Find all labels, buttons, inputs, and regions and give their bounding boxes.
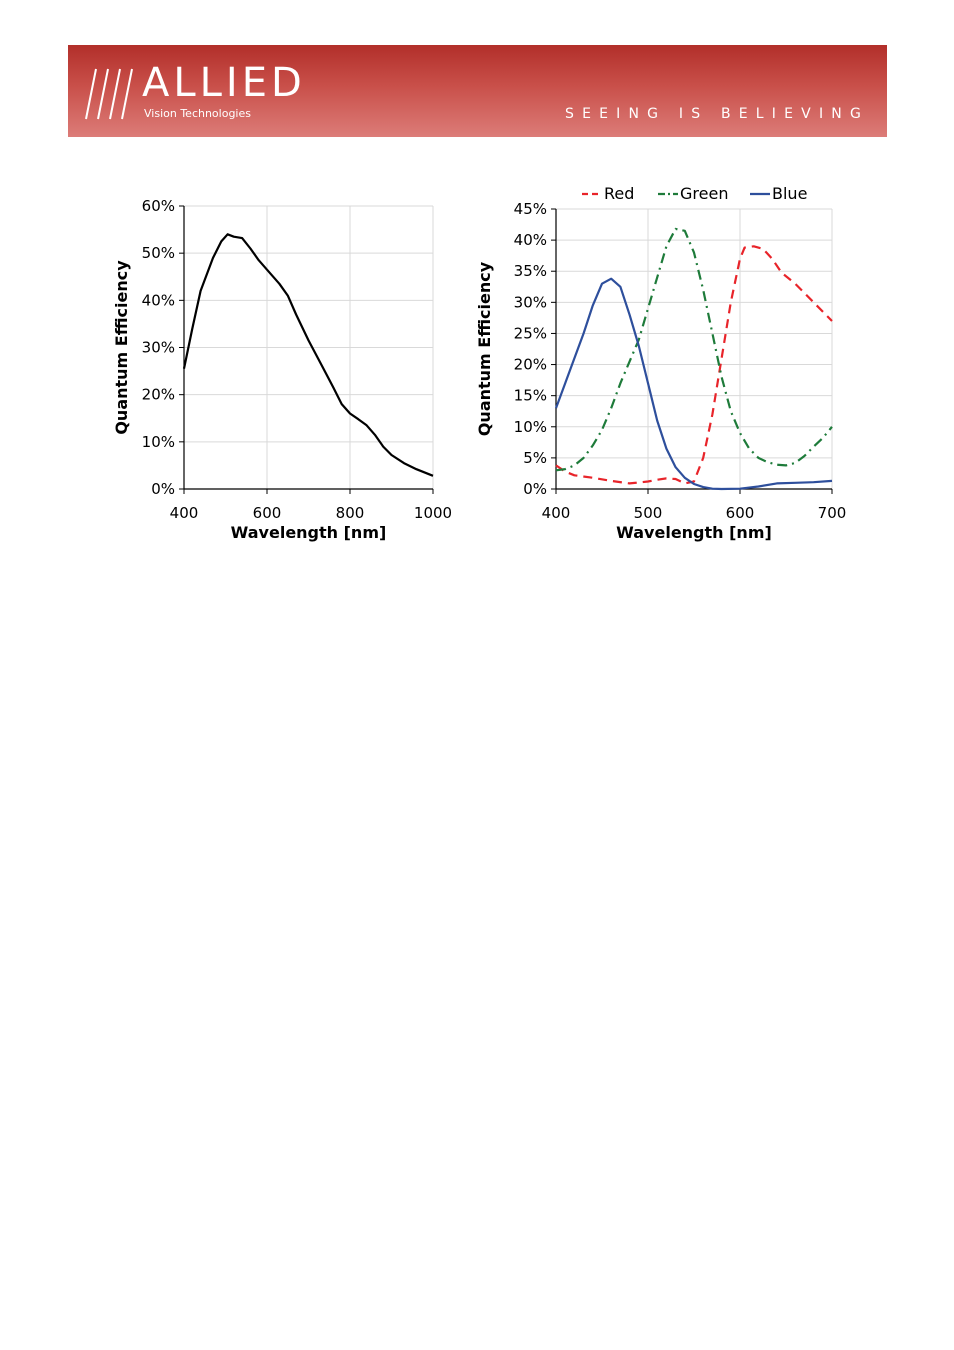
tagline: SEEING IS BELIEVING xyxy=(565,106,869,122)
chart2-y-axis-label: Quantum Efficiency xyxy=(475,261,494,436)
header-banner: ALLIED Vision Technologies SEEING IS BEL… xyxy=(68,45,887,137)
y-tick-label: 30% xyxy=(142,339,175,357)
y-tick-label: 25% xyxy=(514,324,547,342)
y-tick-label: 0% xyxy=(151,480,175,498)
chart1-series xyxy=(182,233,434,477)
y-tick-label: 10% xyxy=(142,433,175,451)
allied-slashes-logo-icon xyxy=(85,68,133,120)
chart1-axes xyxy=(179,205,434,494)
logo-subtext: Vision Technologies xyxy=(144,107,251,120)
x-tick-label: 600 xyxy=(726,504,755,522)
chart2-x-axis-label: Wavelength [nm] xyxy=(616,523,772,542)
chart1-y-axis-label: Quantum Efficiency xyxy=(112,260,131,435)
y-tick-label: 60% xyxy=(142,197,175,215)
chart1-x-tick-labels: 400 600 800 1000 xyxy=(170,504,452,522)
y-tick-label: 20% xyxy=(514,356,547,374)
y-tick-label: 20% xyxy=(142,386,175,404)
color-qe-chart: Red Green Blue 0% 5% 10% 15% 20% 25% 30% 35% 40% 45… xyxy=(475,184,847,542)
y-tick-label: 0% xyxy=(523,480,547,498)
y-tick-label: 5% xyxy=(523,449,547,467)
chart2-y-tick-labels: 0% 5% 10% 15% 20% 25% 30% 35% 40% 45% xyxy=(514,200,547,498)
y-tick-label: 40% xyxy=(142,291,175,309)
logo-text: ALLIED xyxy=(142,60,306,106)
x-tick-label: 600 xyxy=(253,504,282,522)
chart2-gridlines xyxy=(556,208,833,489)
chart2-x-tick-labels: 400 500 600 700 xyxy=(542,504,847,522)
y-tick-label: 10% xyxy=(514,418,547,436)
legend-label-blue: Blue xyxy=(772,184,807,203)
mono-qe-chart: 0% 10% 20% 30% 40% 50% 60% 400 600 800 1000 Wavel… xyxy=(112,197,452,542)
y-tick-label: 45% xyxy=(514,200,547,218)
y-tick-label: 30% xyxy=(514,293,547,311)
x-tick-label: 800 xyxy=(336,504,365,522)
company-logo[interactable]: ALLIED Vision Technologies xyxy=(82,59,322,125)
series-line-green xyxy=(555,227,833,472)
x-tick-label: 700 xyxy=(818,504,847,522)
legend-label-red: Red xyxy=(604,184,634,203)
series-line-qe xyxy=(182,233,434,477)
chart2-axes xyxy=(551,208,833,494)
y-tick-label: 35% xyxy=(514,262,547,280)
chart1-gridlines xyxy=(184,205,434,489)
chart1-y-tick-labels: 0% 10% 20% 30% 40% 50% 60% xyxy=(142,197,175,498)
chart2-legend: Red Green Blue xyxy=(582,184,807,203)
series-line-red xyxy=(555,245,833,485)
x-tick-label: 1000 xyxy=(414,504,452,522)
y-tick-label: 40% xyxy=(514,231,547,249)
chart2-series xyxy=(554,227,833,491)
legend-label-green: Green xyxy=(680,184,728,203)
series-line-blue xyxy=(554,277,833,491)
x-tick-label: 400 xyxy=(542,504,571,522)
y-tick-label: 15% xyxy=(514,387,547,405)
x-tick-label: 500 xyxy=(634,504,663,522)
x-tick-label: 400 xyxy=(170,504,199,522)
chart1-x-axis-label: Wavelength [nm] xyxy=(231,523,387,542)
y-tick-label: 50% xyxy=(142,244,175,262)
